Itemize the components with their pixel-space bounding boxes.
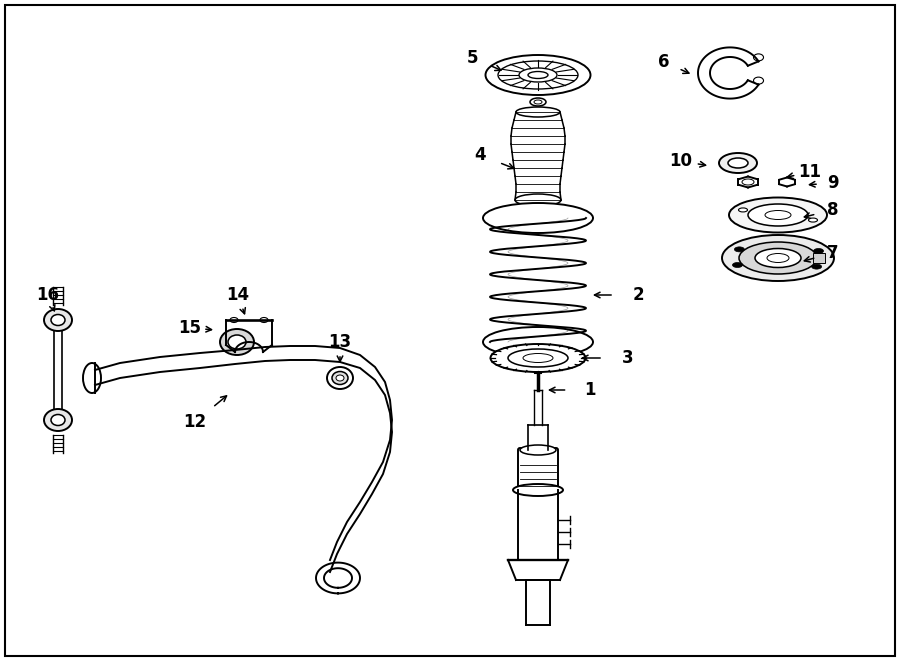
Text: 8: 8 [827,201,839,219]
Ellipse shape [336,375,344,381]
Ellipse shape [327,367,353,389]
Text: 4: 4 [474,146,486,164]
Text: 5: 5 [467,49,479,67]
Text: 7: 7 [827,244,839,262]
Ellipse shape [44,409,72,431]
Ellipse shape [739,242,817,274]
Ellipse shape [753,77,763,84]
Text: 10: 10 [670,152,692,170]
Text: 1: 1 [584,381,596,399]
Ellipse shape [332,371,348,385]
Ellipse shape [491,344,586,372]
Ellipse shape [44,309,72,331]
Ellipse shape [483,203,593,233]
Ellipse shape [513,484,563,496]
Ellipse shape [530,98,546,106]
Ellipse shape [220,329,254,355]
Ellipse shape [814,249,824,253]
Text: 16: 16 [37,286,59,304]
Text: 14: 14 [227,286,249,304]
Ellipse shape [719,153,757,173]
Text: 9: 9 [827,174,839,192]
Ellipse shape [83,363,101,393]
Ellipse shape [520,445,556,455]
Ellipse shape [728,158,748,168]
Text: 12: 12 [184,413,207,431]
Text: 13: 13 [328,333,352,351]
Ellipse shape [51,414,65,426]
Ellipse shape [729,198,827,233]
Ellipse shape [755,249,801,268]
Ellipse shape [230,317,238,323]
Ellipse shape [516,107,560,117]
FancyBboxPatch shape [813,253,825,263]
Ellipse shape [748,204,808,226]
FancyBboxPatch shape [518,448,558,492]
Text: 11: 11 [798,163,822,181]
Text: 15: 15 [178,319,202,337]
Text: 2: 2 [632,286,644,304]
Ellipse shape [260,317,268,323]
Ellipse shape [812,264,822,269]
Ellipse shape [733,262,742,268]
Text: 6: 6 [658,53,670,71]
Ellipse shape [228,335,246,349]
Ellipse shape [753,54,763,61]
Ellipse shape [722,235,834,281]
Text: 3: 3 [622,349,634,367]
Ellipse shape [483,327,593,357]
Ellipse shape [485,55,590,95]
Ellipse shape [51,315,65,325]
Ellipse shape [734,247,744,252]
Ellipse shape [808,218,817,222]
Ellipse shape [739,208,748,212]
